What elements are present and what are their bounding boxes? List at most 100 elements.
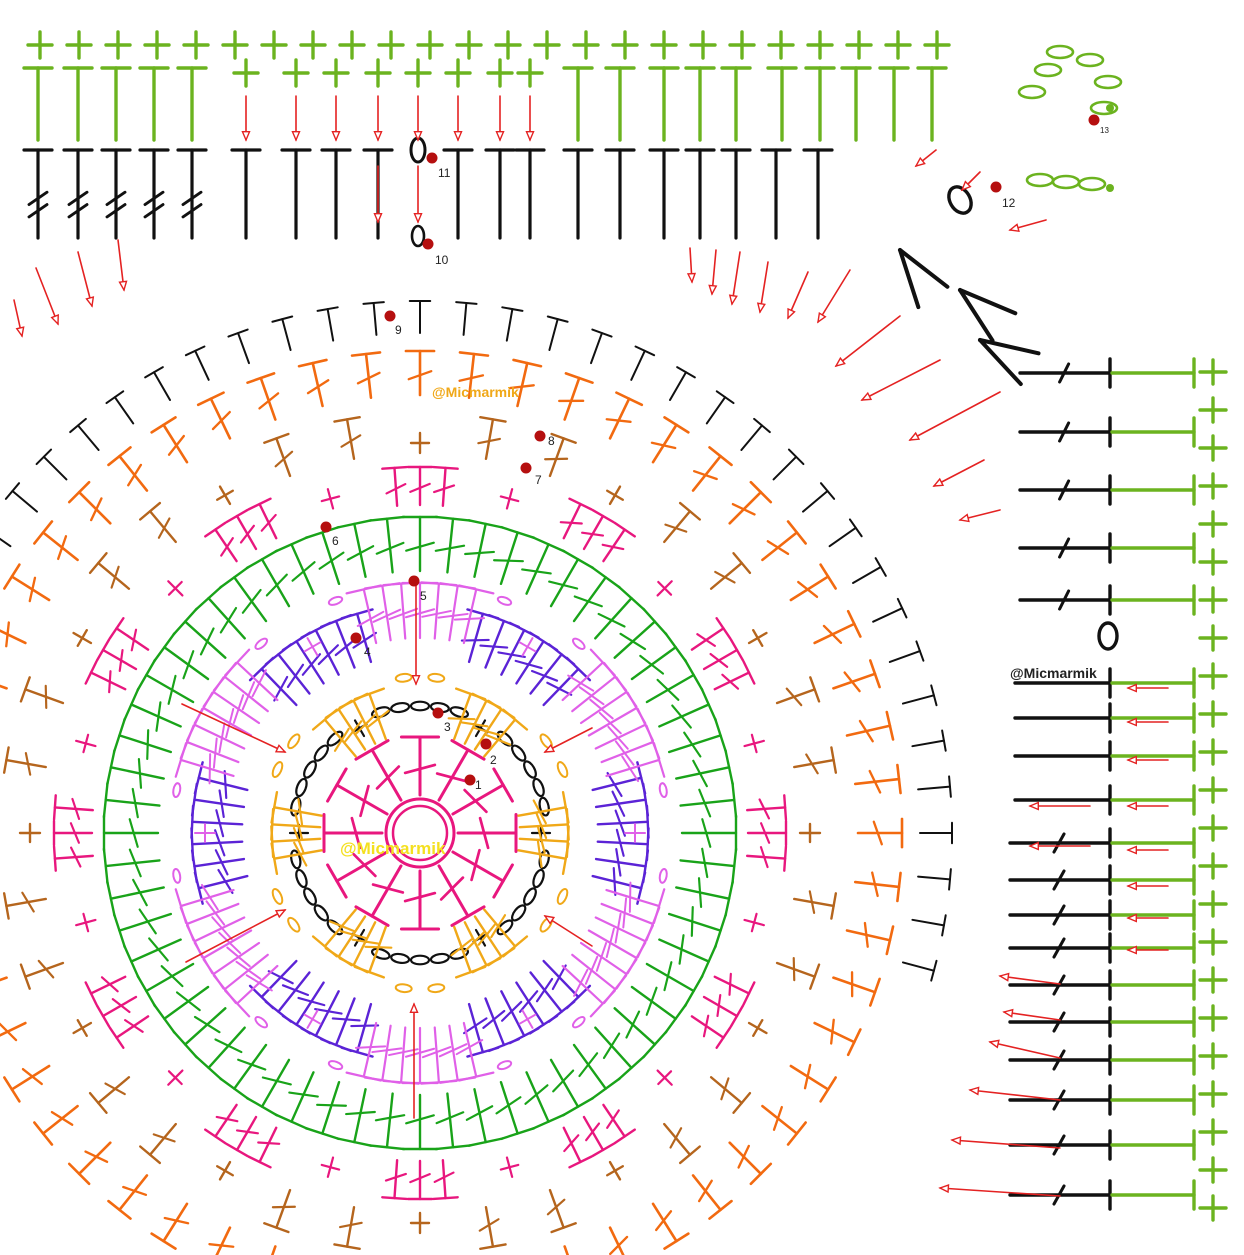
stitch-stroke xyxy=(404,608,436,619)
stitch-stroke xyxy=(817,269,851,323)
stitch-stroke xyxy=(77,490,112,525)
double-crochet-icon xyxy=(381,465,408,507)
stitch-stroke xyxy=(1058,421,1071,443)
double-crochet-icon xyxy=(270,790,323,826)
stitch-stroke xyxy=(701,847,709,879)
double-crochet-icon xyxy=(675,877,734,917)
round-label-5: 5 xyxy=(420,589,427,603)
stitch-stroke xyxy=(939,1187,1061,1197)
stitch-stroke xyxy=(353,1088,367,1144)
half-double-icon xyxy=(501,306,524,342)
stitch-stroke xyxy=(787,448,805,466)
half-double-icon xyxy=(1110,416,1196,448)
stitch-stroke xyxy=(175,991,201,1012)
stitch-stroke xyxy=(155,701,162,732)
stitch-stroke xyxy=(766,540,790,556)
double-crochet-icon xyxy=(0,1021,27,1042)
stitch-stroke xyxy=(214,1103,238,1138)
arrow-head xyxy=(914,156,926,168)
chain-icon xyxy=(409,954,431,966)
stitch-stroke xyxy=(118,648,124,672)
round-start-marker-icon xyxy=(990,181,1002,193)
double-crochet-icon xyxy=(381,1159,408,1201)
half-double-icon xyxy=(442,148,474,240)
stitch-stroke xyxy=(237,1058,267,1071)
stitch-stroke xyxy=(318,551,345,570)
direction-arrow-icon xyxy=(1008,219,1047,232)
half-double-icon xyxy=(1110,932,1196,964)
arrow-head xyxy=(373,131,383,142)
stitch-stroke xyxy=(775,688,816,705)
double-crochet-icon xyxy=(548,549,595,608)
direction-arrow-icon xyxy=(756,261,769,314)
arrow-head xyxy=(728,294,738,306)
stitch-stroke xyxy=(911,739,945,748)
stitch-stroke xyxy=(531,536,566,553)
stitch-stroke xyxy=(104,798,161,807)
single-crochet-icon xyxy=(1198,738,1228,766)
double-crochet-icon xyxy=(544,432,577,478)
chain-icon xyxy=(496,919,514,936)
stitch-stroke xyxy=(721,673,740,690)
stitch-stroke xyxy=(663,416,690,434)
stitch-stroke xyxy=(368,925,387,974)
stitch-stroke xyxy=(579,941,628,976)
stitch-stroke xyxy=(645,986,658,1016)
stitch-stroke xyxy=(731,502,756,516)
stitch-stroke xyxy=(752,1019,764,1037)
stitch-stroke xyxy=(153,371,171,401)
double-crochet-icon xyxy=(399,869,441,931)
stitch-stroke xyxy=(194,585,223,611)
stitch-stroke xyxy=(941,914,947,937)
double-crochet-icon xyxy=(594,585,646,640)
stitch-stroke xyxy=(584,955,599,985)
chain-loop xyxy=(571,637,586,650)
half-double-icon xyxy=(604,66,636,142)
double-crochet-icon xyxy=(746,845,788,872)
chain-loop xyxy=(271,761,284,779)
stitch-stroke xyxy=(948,775,952,798)
stitch-stroke xyxy=(241,681,256,711)
stitch-stroke xyxy=(696,633,716,647)
stitch-stroke xyxy=(600,902,654,926)
stitch-stroke xyxy=(658,703,710,728)
chain-loop xyxy=(427,672,446,683)
double-crochet-icon xyxy=(139,1122,177,1165)
stitch-stroke xyxy=(57,535,68,561)
arrow-head xyxy=(453,131,463,142)
direction-arrow-icon xyxy=(1126,881,1169,891)
double-crochet-icon xyxy=(1018,532,1112,564)
double-crochet-icon xyxy=(456,812,518,854)
stitch-stroke xyxy=(473,522,487,578)
double-crochet-icon xyxy=(613,1007,668,1059)
stitch-stroke xyxy=(544,915,593,947)
stitch-stroke xyxy=(274,536,309,553)
stitch-stroke xyxy=(193,723,246,750)
stitch-stroke xyxy=(594,798,647,809)
stitch-stroke xyxy=(715,617,732,640)
chain-loop xyxy=(390,701,411,714)
stitch-stroke xyxy=(364,945,393,949)
stitch-stroke xyxy=(215,1115,239,1123)
stitch-stroke xyxy=(614,912,622,944)
stitch-stroke xyxy=(531,1113,566,1130)
half-double-icon xyxy=(669,366,696,401)
stitch-stroke xyxy=(368,1144,406,1151)
double-crochet-icon xyxy=(832,971,881,1007)
stitch-stroke xyxy=(433,1026,440,1084)
stitch-stroke xyxy=(843,671,861,693)
stitch-stroke xyxy=(88,552,108,575)
stitch-stroke xyxy=(97,561,131,590)
stitch-stroke xyxy=(568,497,593,511)
half-double-icon xyxy=(648,148,680,240)
stitch-stroke xyxy=(832,672,877,690)
stitch-stroke xyxy=(830,892,838,920)
direction-arrow-icon xyxy=(834,315,901,368)
stitch-stroke xyxy=(89,497,103,522)
stitch-stroke xyxy=(236,661,279,702)
direction-arrow-icon xyxy=(787,271,809,320)
single-crochet-icon xyxy=(1198,586,1228,614)
stitch-stroke xyxy=(271,823,322,829)
chain-icon xyxy=(254,637,269,650)
chain-icon xyxy=(1077,176,1107,192)
